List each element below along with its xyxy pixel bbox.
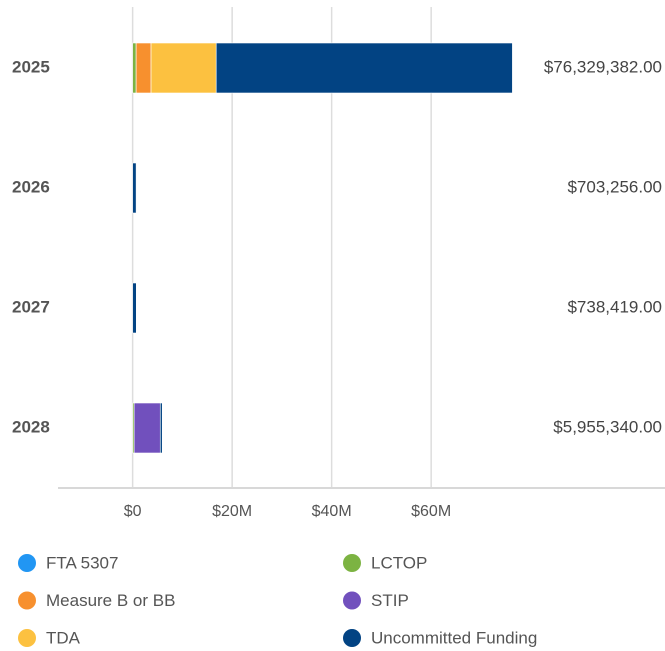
bar-segment	[132, 282, 137, 334]
x-tick-label: $20M	[212, 503, 252, 520]
bar-segment	[132, 42, 137, 94]
total-label: $76,329,382.00	[544, 57, 662, 76]
bar-segment	[159, 402, 163, 454]
bar-segment	[215, 42, 513, 94]
x-tick-label: $0	[124, 503, 142, 520]
legend-swatch	[18, 554, 36, 572]
legend-swatch	[343, 629, 361, 647]
legend-label: STIP	[371, 591, 409, 610]
legend-label: LCTOP	[371, 553, 427, 572]
category-label: 2027	[12, 297, 50, 316]
legend-swatch	[18, 591, 36, 610]
total-label: $5,955,340.00	[553, 417, 662, 436]
total-label: $738,419.00	[567, 297, 662, 316]
bar-segment	[133, 402, 161, 454]
legend-swatch	[18, 629, 36, 647]
legend-label: FTA 5307	[46, 553, 118, 572]
legend-label: TDA	[46, 628, 81, 647]
category-label: 2028	[12, 417, 50, 436]
x-tick-label: $60M	[411, 503, 451, 520]
category-label: 2026	[12, 177, 50, 196]
category-label: 2025	[12, 57, 50, 76]
legend-label: Measure B or BB	[46, 591, 175, 610]
bar-segment	[132, 162, 137, 214]
bar-segment	[150, 42, 217, 94]
legend-swatch	[343, 591, 361, 610]
total-label: $703,256.00	[567, 177, 662, 196]
x-tick-label: $40M	[312, 503, 352, 520]
legend-swatch	[343, 554, 361, 572]
bar-segment	[135, 42, 152, 94]
legend-label: Uncommitted Funding	[371, 628, 537, 647]
